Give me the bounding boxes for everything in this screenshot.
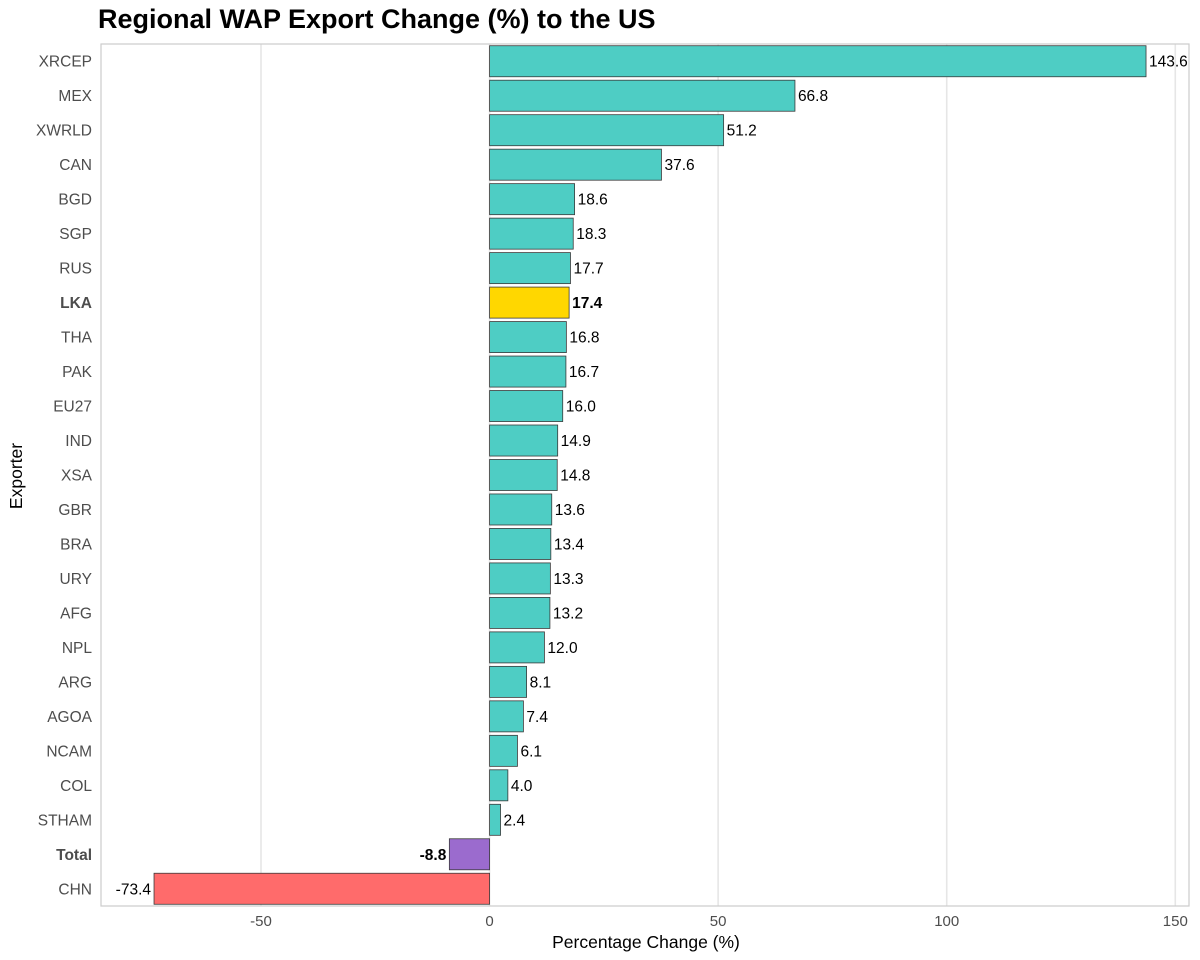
bar-can bbox=[489, 148, 662, 181]
bar-eu27 bbox=[489, 390, 564, 422]
value-label-rus: 17.7 bbox=[573, 261, 603, 278]
y-tick-label-tha: THA bbox=[61, 330, 93, 347]
bar-total bbox=[448, 838, 490, 871]
x-tick-label--50: -50 bbox=[250, 913, 272, 930]
bar-col bbox=[489, 769, 509, 802]
y-tick-label-xwrld: XWRLD bbox=[36, 123, 92, 140]
y-tick-label-arg: ARG bbox=[58, 674, 92, 691]
x-axis-title: Percentage Change (%) bbox=[552, 932, 740, 952]
value-label-eu27: 16.0 bbox=[566, 399, 597, 416]
value-label-sgp: 18.3 bbox=[576, 226, 606, 243]
y-tick-label-can: CAN bbox=[59, 157, 92, 174]
value-label-arg: 8.1 bbox=[530, 674, 552, 691]
y-tick-label-npl: NPL bbox=[62, 640, 93, 657]
value-label-lka: 17.4 bbox=[572, 295, 603, 312]
y-tick-label-bgd: BGD bbox=[58, 192, 92, 209]
bar-chn bbox=[153, 872, 490, 905]
bar-afg bbox=[489, 597, 551, 629]
bar-lka bbox=[489, 286, 570, 319]
bar-tha bbox=[489, 321, 567, 353]
value-label-chn: -73.4 bbox=[116, 881, 152, 898]
x-tick-label-100: 100 bbox=[934, 913, 959, 930]
y-tick-label-agoa: AGOA bbox=[47, 709, 92, 726]
value-label-bra: 13.4 bbox=[554, 536, 585, 553]
value-label-ncam: 6.1 bbox=[520, 743, 542, 760]
x-tick-label-50: 50 bbox=[710, 913, 727, 930]
y-tick-label-col: COL bbox=[60, 778, 92, 795]
y-tick-label-eu27: EU27 bbox=[53, 399, 92, 416]
y-tick-label-stham: STHAM bbox=[38, 812, 92, 829]
y-tick-label-bra: BRA bbox=[60, 536, 93, 553]
bar-xrcep bbox=[489, 45, 1147, 78]
bar-arg bbox=[489, 665, 528, 698]
value-label-total: -8.8 bbox=[420, 847, 447, 864]
bar-mex bbox=[489, 79, 796, 112]
y-tick-label-ind: IND bbox=[65, 433, 92, 450]
y-tick-label-xrcep: XRCEP bbox=[39, 54, 92, 71]
value-label-pak: 16.7 bbox=[569, 364, 599, 381]
panel-border bbox=[100, 43, 1190, 907]
value-label-ury: 13.3 bbox=[553, 571, 583, 588]
bar-bra bbox=[489, 528, 552, 560]
value-label-npl: 12.0 bbox=[547, 640, 578, 657]
y-tick-label-lka: LKA bbox=[60, 295, 92, 312]
y-tick-label-ury: URY bbox=[60, 571, 92, 588]
value-label-afg: 13.2 bbox=[553, 605, 583, 622]
value-label-tha: 16.8 bbox=[569, 330, 599, 347]
bar-sgp bbox=[489, 217, 574, 250]
bar-xsa bbox=[489, 459, 558, 491]
bar-xwrld bbox=[489, 114, 725, 147]
bar-ind bbox=[489, 424, 559, 457]
x-tick-label-150: 150 bbox=[1163, 913, 1188, 930]
y-tick-label-gbr: GBR bbox=[58, 502, 92, 519]
value-label-mex: 66.8 bbox=[798, 88, 828, 105]
y-tick-label-afg: AFG bbox=[60, 605, 92, 622]
bar-bgd bbox=[489, 183, 576, 216]
value-label-xrcep: 143.6 bbox=[1149, 54, 1188, 71]
y-tick-label-layer: XRCEP MEX XWRLD CAN BGD SGP RUS LKA THA PAK EU27 IN… bbox=[36, 54, 93, 899]
y-tick-label-rus: RUS bbox=[59, 261, 92, 278]
grid-layer bbox=[260, 44, 1177, 906]
x-tick-label-layer: -50 0 50 100 150 bbox=[250, 913, 1188, 930]
y-tick-label-pak: PAK bbox=[62, 364, 93, 381]
value-label-layer: 143.6 66.8 51.2 37.6 18.6 18.3 17.7 17.4 16.8 16.… bbox=[116, 54, 1188, 899]
x-tick-label-0: 0 bbox=[485, 913, 493, 930]
bar-ury bbox=[489, 562, 551, 595]
y-axis-title: Exporter bbox=[6, 443, 26, 509]
value-label-xsa: 14.8 bbox=[560, 468, 590, 485]
bar-pak bbox=[489, 355, 567, 388]
y-tick-label-mex: MEX bbox=[58, 88, 92, 105]
value-label-col: 4.0 bbox=[511, 778, 533, 795]
bar-gbr bbox=[489, 493, 553, 526]
y-tick-label-ncam: NCAM bbox=[46, 743, 92, 760]
value-label-stham: 2.4 bbox=[504, 812, 526, 829]
value-label-gbr: 13.6 bbox=[555, 502, 585, 519]
y-tick-label-chn: CHN bbox=[58, 881, 92, 898]
bar-npl bbox=[489, 631, 545, 664]
bar-layer bbox=[153, 45, 1147, 905]
value-label-can: 37.6 bbox=[664, 157, 694, 174]
bar-agoa bbox=[489, 700, 524, 733]
value-label-xwrld: 51.2 bbox=[727, 123, 757, 140]
y-tick-label-sgp: SGP bbox=[59, 226, 92, 243]
value-label-ind: 14.9 bbox=[561, 433, 591, 450]
y-tick-label-xsa: XSA bbox=[61, 468, 93, 485]
value-label-bgd: 18.6 bbox=[578, 192, 608, 209]
bar-ncam bbox=[489, 734, 518, 767]
y-tick-label-total: Total bbox=[56, 847, 92, 864]
chart-title: Regional WAP Export Change (%) to the US bbox=[98, 4, 656, 34]
bar-rus bbox=[489, 252, 571, 285]
bar-stham bbox=[489, 803, 501, 836]
value-label-agoa: 7.4 bbox=[526, 709, 548, 726]
